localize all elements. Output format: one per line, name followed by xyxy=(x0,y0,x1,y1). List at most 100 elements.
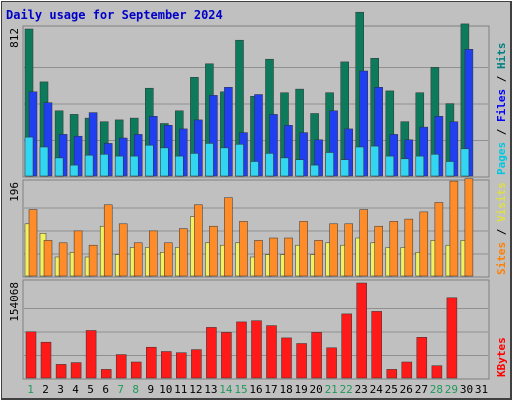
bar-pages-day-28 xyxy=(430,154,440,177)
x-tick-label: 16 xyxy=(249,383,262,396)
bar-pages-day-12 xyxy=(190,153,199,177)
x-tick-label: 15 xyxy=(234,383,247,396)
x-tick-label: 12 xyxy=(189,383,202,396)
bar-sites-day-21 xyxy=(329,223,338,277)
bar-sites-day-28 xyxy=(434,202,444,277)
x-tick-label: 9 xyxy=(147,383,154,396)
y-max-label: 196 xyxy=(8,182,21,202)
bar-pages-day-18 xyxy=(280,157,289,177)
bar-pages-day-7 xyxy=(114,155,124,177)
x-tick-label: 17 xyxy=(264,383,277,396)
legend-visits-sites: Sites / Visits xyxy=(495,182,508,275)
bar-sites-day-15 xyxy=(239,221,248,277)
legend-kbytes: KBytes xyxy=(495,337,508,377)
bar-sites-day-29 xyxy=(449,180,459,277)
bar-pages-day-5 xyxy=(84,154,94,177)
x-tick-label: 27 xyxy=(415,383,428,396)
bar-kbytes-day-25 xyxy=(386,369,398,379)
bar-pages-day-30 xyxy=(460,148,470,177)
x-tick-label: 2 xyxy=(42,383,49,396)
bar-sites-day-26 xyxy=(404,218,414,277)
x-tick-label: 11 xyxy=(174,383,187,396)
bar-kbytes-day-10 xyxy=(161,351,172,379)
x-tick-label: 13 xyxy=(204,383,217,396)
bar-kbytes-day-6 xyxy=(100,369,112,379)
bar-sites-day-22 xyxy=(344,223,353,277)
bar-sites-day-16 xyxy=(254,240,263,277)
x-tick-label: 10 xyxy=(159,383,172,396)
bar-pages-day-3 xyxy=(54,157,64,177)
bar-sites-day-14 xyxy=(224,197,233,277)
bar-kbytes-day-13 xyxy=(206,327,217,379)
bar-sites-day-11 xyxy=(179,228,188,277)
x-tick-label: 3 xyxy=(57,383,64,396)
bar-pages-day-10 xyxy=(160,147,169,177)
bar-pages-day-6 xyxy=(99,154,109,177)
x-tick-label: 7 xyxy=(117,383,124,396)
bar-kbytes-day-14 xyxy=(221,332,232,379)
x-tick-label: 18 xyxy=(279,383,292,396)
bar-kbytes-day-16 xyxy=(251,320,262,379)
bar-pages-day-23 xyxy=(355,146,364,177)
bar-pages-day-19 xyxy=(295,159,304,177)
bar-pages-day-26 xyxy=(400,158,410,177)
y-max-label: 154068 xyxy=(8,282,21,322)
bar-sites-day-18 xyxy=(284,237,293,277)
bar-sites-day-20 xyxy=(314,240,323,277)
bar-pages-day-14 xyxy=(220,147,229,177)
x-tick-label: 5 xyxy=(87,383,94,396)
bar-kbytes-day-9 xyxy=(146,346,157,379)
bar-sites-day-30 xyxy=(464,178,474,277)
bar-kbytes-day-22 xyxy=(341,313,352,379)
panel-kbytes: 154068 KBytes xyxy=(8,279,508,380)
bar-pages-day-13 xyxy=(205,143,214,177)
bar-sites-day-7 xyxy=(118,223,128,277)
bar-pages-day-16 xyxy=(250,161,259,177)
bar-sites-day-27 xyxy=(419,211,429,277)
chart-title: Daily usage for September 2024 xyxy=(6,8,223,22)
bar-kbytes-day-17 xyxy=(266,325,277,379)
bar-kbytes-day-21 xyxy=(326,347,337,379)
bar-kbytes-day-3 xyxy=(55,364,67,379)
x-tick-label: 28 xyxy=(430,383,443,396)
bar-kbytes-day-26 xyxy=(401,361,413,379)
bar-pages-day-1 xyxy=(24,136,34,177)
bar-sites-day-6 xyxy=(103,204,113,277)
bar-pages-day-11 xyxy=(175,155,184,177)
x-tick-label: 24 xyxy=(370,383,384,396)
bar-kbytes-day-18 xyxy=(281,337,292,379)
bar-sites-day-12 xyxy=(194,204,203,277)
bar-sites-day-1 xyxy=(28,209,38,277)
bar-kbytes-day-8 xyxy=(130,361,142,379)
bar-pages-day-29 xyxy=(445,161,455,177)
x-tick-label: 31 xyxy=(475,383,488,396)
bar-sites-day-9 xyxy=(149,230,158,277)
x-tick-label: 23 xyxy=(355,383,368,396)
bar-pages-day-25 xyxy=(385,155,395,177)
bar-sites-day-2 xyxy=(43,240,53,277)
bar-sites-day-3 xyxy=(58,242,68,277)
x-tick-label: 14 xyxy=(219,383,233,396)
bar-kbytes-day-29 xyxy=(446,297,458,379)
y-max-label: 812 xyxy=(8,28,21,48)
bar-kbytes-day-7 xyxy=(115,354,127,379)
x-tick-label: 26 xyxy=(400,383,413,396)
bar-pages-day-15 xyxy=(235,144,244,177)
bar-kbytes-day-4 xyxy=(70,362,82,379)
x-tick-label: 1 xyxy=(27,383,34,396)
x-tick-label: 8 xyxy=(132,383,139,396)
bar-pages-day-20 xyxy=(310,164,319,177)
bar-pages-day-17 xyxy=(265,153,274,177)
bar-kbytes-day-28 xyxy=(431,365,443,379)
bar-pages-day-27 xyxy=(415,155,425,177)
bar-pages-day-2 xyxy=(39,146,49,177)
x-tick-label: 20 xyxy=(309,383,322,396)
bar-kbytes-day-11 xyxy=(176,352,187,379)
bar-kbytes-day-24 xyxy=(371,311,382,379)
bar-sites-day-25 xyxy=(389,221,399,277)
bar-kbytes-day-27 xyxy=(416,337,428,379)
bar-kbytes-day-12 xyxy=(191,349,202,379)
bar-kbytes-day-23 xyxy=(356,282,367,379)
bar-pages-day-9 xyxy=(145,144,154,177)
